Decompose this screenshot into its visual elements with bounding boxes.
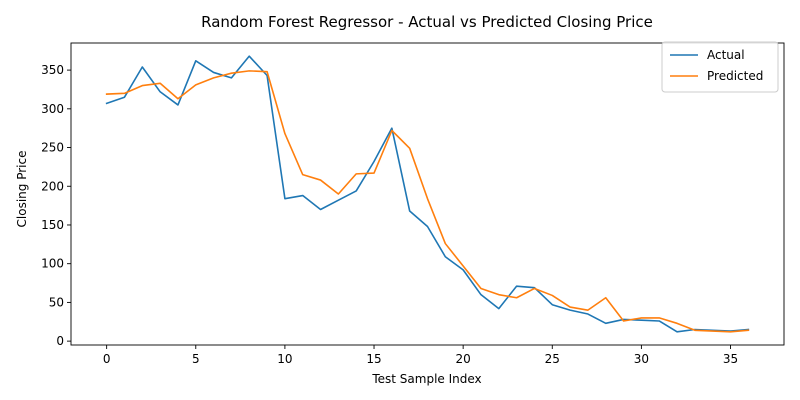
series-line-predicted xyxy=(105,70,750,333)
series-line-actual xyxy=(105,55,750,333)
x-tick-label: 5 xyxy=(192,352,200,366)
x-tick-label: 35 xyxy=(723,352,738,366)
x-tick-label: 15 xyxy=(366,352,381,366)
y-tick-label: 50 xyxy=(49,295,64,309)
x-tick-label: 25 xyxy=(545,352,560,366)
y-tick-label: 300 xyxy=(41,102,64,116)
legend: Actual Predicted xyxy=(661,41,779,93)
y-tick-label: 200 xyxy=(41,179,64,193)
y-tick-label: 100 xyxy=(41,257,64,271)
x-tick-label: 20 xyxy=(456,352,471,366)
chart-title: Random Forest Regressor - Actual vs Pred… xyxy=(201,13,653,31)
y-tick-label: 0 xyxy=(56,334,64,348)
legend-label-actual: Actual xyxy=(707,48,745,62)
x-tick-label: 30 xyxy=(634,352,649,366)
x-axis-label: Test Sample Index xyxy=(371,372,481,386)
y-tick-label: 350 xyxy=(41,63,64,77)
axes-frame xyxy=(70,42,785,346)
legend-label-predicted: Predicted xyxy=(707,69,763,83)
y-axis-label: Closing Price xyxy=(15,151,29,228)
x-tick-label: 0 xyxy=(103,352,111,366)
y-tick-label: 150 xyxy=(41,218,64,232)
y-tick-label: 250 xyxy=(41,141,64,155)
x-tick-label: 10 xyxy=(277,352,292,366)
